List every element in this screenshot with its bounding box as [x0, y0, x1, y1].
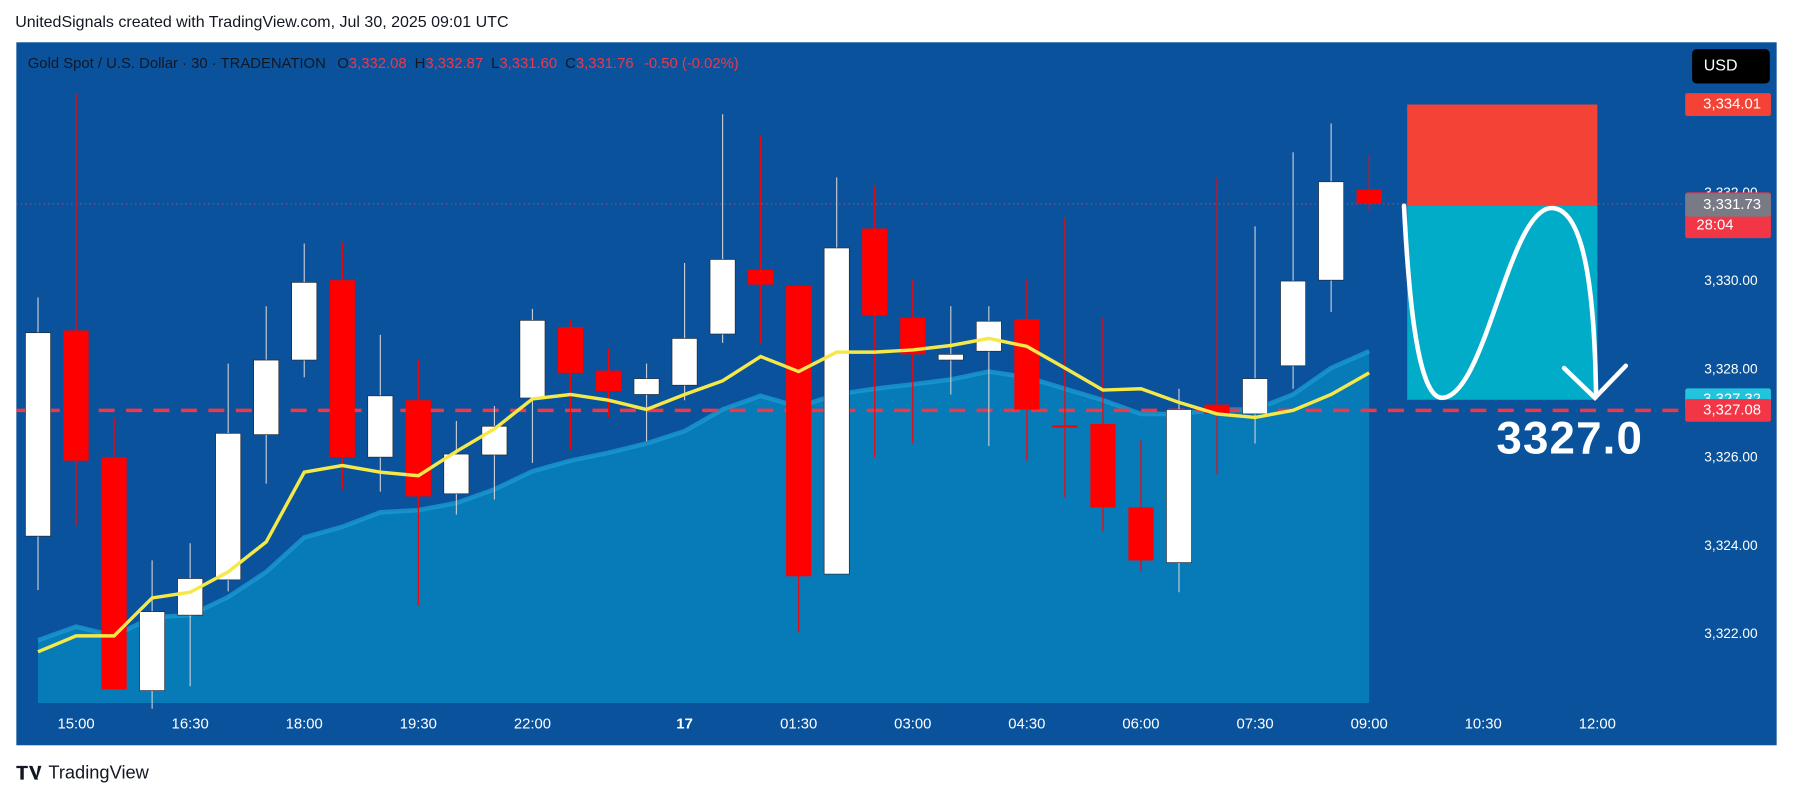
candle-body [975, 320, 1002, 352]
x-tick-label: 12:00 [1579, 717, 1616, 733]
price-label-box [1685, 93, 1771, 116]
candle-body [1090, 424, 1116, 508]
footer: TradingView [48, 762, 149, 783]
x-tick-label: 01:30 [780, 717, 817, 733]
x-tick-label: 10:30 [1465, 717, 1502, 733]
candle-body [595, 370, 622, 391]
legend-o-value: 3,332.08 [349, 56, 407, 72]
x-tick-label: 22:00 [514, 717, 551, 733]
marks: 15:00 16:30 18:00 19:30 22:00 17 01:30 03:00 04:… [16, 93, 1771, 733]
candle-body [329, 280, 355, 458]
candle-body [139, 611, 166, 691]
x-tick-label: 06:00 [1122, 717, 1159, 733]
candle-body [63, 330, 89, 461]
candle-body [786, 285, 812, 577]
x-tick-label: 03:00 [894, 717, 931, 733]
hand-drawn-arrow [1401, 203, 1629, 402]
candle-body [1166, 409, 1192, 563]
y-tick-label: 3,328.00 [1704, 361, 1758, 376]
y-tick-label: 3,330.00 [1704, 273, 1758, 288]
candle-body [1242, 378, 1268, 415]
currency: USD [1704, 58, 1738, 75]
candle-body [101, 457, 127, 690]
candle-body [1280, 280, 1307, 367]
candle-body [1052, 425, 1078, 428]
y-tick-label: 3,326.00 [1704, 450, 1758, 465]
candle-body [1318, 181, 1345, 281]
price-label: 3,327.08 [1703, 402, 1761, 418]
indicator-area [38, 351, 1370, 703]
legend-l: L [491, 56, 499, 72]
candle-body [405, 400, 431, 497]
candle-body [177, 578, 204, 616]
candle-body [748, 270, 774, 285]
candle-body [1014, 319, 1040, 410]
y-tick-label: 3,322.00 [1704, 626, 1758, 641]
indicator-line [37, 349, 1371, 643]
x-tick-label: 09:00 [1351, 717, 1388, 733]
legend-change: -0.50 (-0.02%) [644, 56, 739, 72]
candle-body [633, 378, 660, 395]
annotation: 3327.0 [1496, 412, 1643, 463]
countdown: 28:04 [1696, 217, 1733, 233]
candle-body [367, 395, 394, 458]
legend-c: C [565, 56, 576, 72]
legend: Gold Spot / U.S. Dollar · 30 · TRADENATI… [28, 56, 739, 72]
candle-body [937, 353, 964, 361]
legend-h: H [415, 56, 426, 72]
y-tick-label: 3,324.00 [1704, 538, 1758, 553]
x-tick-label: 07:30 [1236, 717, 1273, 733]
price-label-box [1685, 193, 1771, 217]
candle-body [291, 282, 318, 361]
x-tick-label: 16:30 [172, 717, 209, 733]
logo [16, 765, 42, 780]
price-label-box [1685, 398, 1771, 422]
price-label: 3,334.01 [1703, 96, 1761, 112]
x-tick-label: 15:00 [57, 717, 94, 733]
x-tick-label: 17 [676, 717, 693, 733]
candle-body [709, 259, 736, 335]
header: UnitedSignals created with TradingView.c… [15, 14, 508, 31]
candle-body [481, 425, 508, 456]
candle-body [557, 326, 584, 373]
candle-body [1356, 189, 1382, 204]
candle-body [253, 359, 280, 435]
legend-l-value: 3,331.60 [499, 56, 557, 72]
candle-body [519, 319, 546, 399]
stop-zone [1407, 104, 1598, 206]
candle-body [862, 228, 888, 316]
x-tick-label: 18:00 [286, 717, 323, 733]
price-label: 3,331.73 [1703, 197, 1761, 213]
indicator-line [37, 336, 1371, 654]
candle-body [25, 332, 51, 537]
candle-body [443, 453, 470, 495]
candle-body [823, 247, 850, 575]
candle-body [1128, 507, 1154, 561]
x-tick-label: 04:30 [1008, 717, 1045, 733]
legend-o: O [337, 56, 349, 72]
candle-body [671, 338, 698, 386]
currency-button[interactable] [1692, 49, 1770, 84]
candle-body [1204, 404, 1230, 414]
legend-c-value: 3,331.76 [576, 56, 634, 72]
legend-symbol: Gold Spot / U.S. Dollar · 30 · TRADENATI… [28, 56, 326, 72]
candle-body [215, 432, 242, 581]
legend-h-value: 3,332.87 [425, 56, 483, 72]
x-tick-label: 19:30 [400, 717, 437, 733]
